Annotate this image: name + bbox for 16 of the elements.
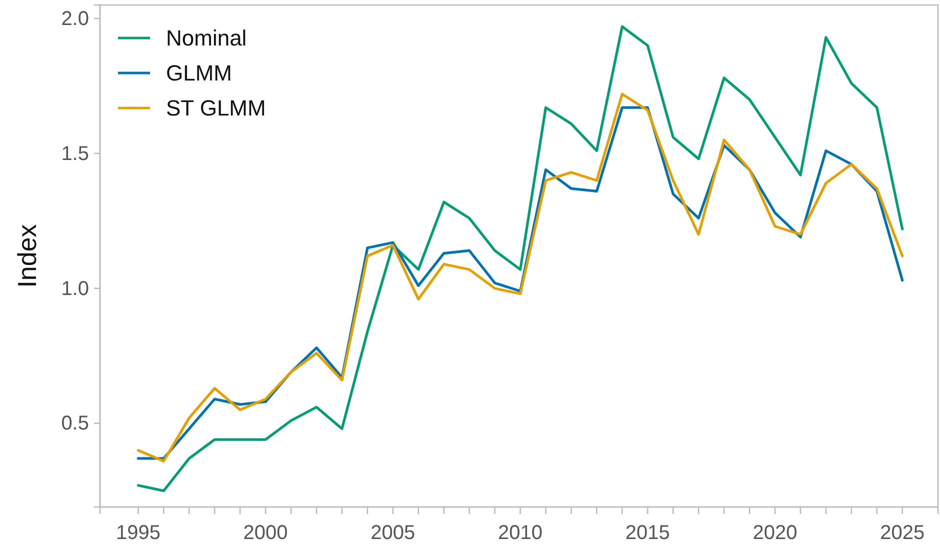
x-tick-label: 2005 xyxy=(370,522,416,544)
x-tick-label: 2015 xyxy=(625,522,670,544)
legend-label: Nominal xyxy=(166,26,247,51)
x-tick-label: 2010 xyxy=(498,522,543,544)
x-tick-label: 2020 xyxy=(752,522,798,544)
legend-label: GLMM xyxy=(166,60,232,86)
legend-label: ST GLMM xyxy=(166,96,266,121)
y-axis-title: Index xyxy=(12,224,42,288)
y-tick-label: 1.5 xyxy=(61,142,89,165)
y-tick-label: 2.0 xyxy=(61,8,89,30)
y-tick-label: 0.5 xyxy=(61,412,89,435)
x-tick-label: 2000 xyxy=(243,522,288,544)
x-tick-label: 2025 xyxy=(880,522,925,544)
line-series xyxy=(136,25,904,492)
y-tick-label: 1.0 xyxy=(61,278,89,300)
x-tick-label: 1995 xyxy=(116,522,160,544)
